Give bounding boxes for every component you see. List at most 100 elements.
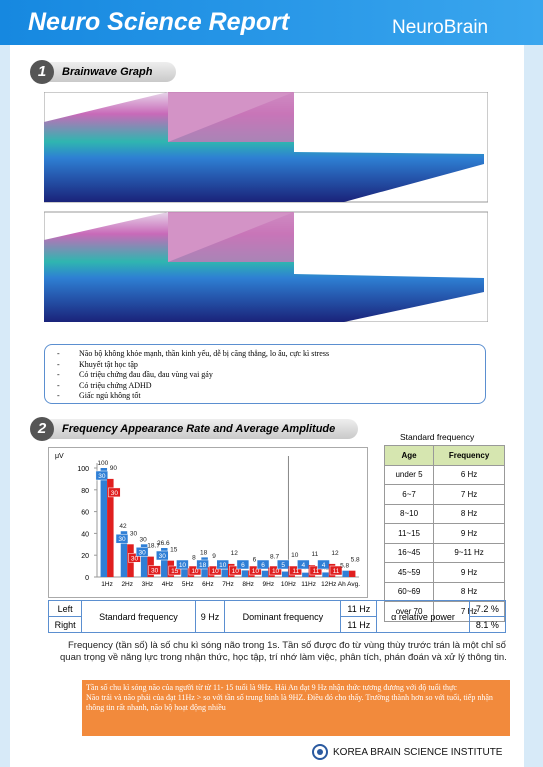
bar bbox=[140, 544, 148, 577]
cell: 45~59 bbox=[383, 562, 435, 583]
table-title: Standard frequency bbox=[400, 432, 475, 442]
value-label: 8.7 bbox=[270, 554, 279, 561]
rate-label: 18 bbox=[199, 562, 207, 569]
symptom: Khuyết tật học tập bbox=[57, 360, 485, 371]
x-tick-label: 8Hz bbox=[242, 581, 254, 588]
rate-label: 4 bbox=[302, 562, 306, 569]
brainwave-graph bbox=[44, 92, 488, 203]
bar bbox=[322, 572, 329, 577]
x-tick-label: 10Hz bbox=[281, 581, 296, 588]
rate-box bbox=[256, 559, 270, 570]
row: 11~15 9 Hz bbox=[383, 523, 505, 544]
bar bbox=[181, 568, 188, 577]
rate-label: 30 bbox=[151, 568, 159, 575]
section-title: Frequency Appearance Rate and Average Am… bbox=[62, 423, 336, 435]
bar bbox=[221, 569, 228, 577]
rate-label: 6 bbox=[241, 562, 245, 569]
cell: 60~69 bbox=[383, 581, 435, 602]
row: 8~10 8 Hz bbox=[383, 503, 505, 524]
value-label: 12 bbox=[231, 550, 239, 557]
section-heading: 1 Brainwave Graph bbox=[30, 60, 176, 84]
value-label: 9 bbox=[212, 553, 216, 560]
cell: 16~45 bbox=[383, 542, 435, 563]
y-tick-label: 60 bbox=[81, 510, 89, 517]
rate-box bbox=[236, 559, 250, 570]
cell: 9 Hz bbox=[194, 600, 226, 633]
rate-label: 10 bbox=[179, 562, 187, 569]
cell: 8.1 % bbox=[468, 616, 507, 633]
header-cell: Age bbox=[383, 445, 435, 466]
cell: Right bbox=[47, 616, 83, 633]
x-tick-label: 6Hz bbox=[202, 581, 214, 588]
rate-box bbox=[196, 559, 209, 570]
rate-label: 15 bbox=[171, 568, 179, 575]
rate-box bbox=[128, 553, 141, 563]
rate-box bbox=[229, 565, 242, 576]
rate-label: 11 bbox=[292, 568, 299, 575]
symptom: Não bộ không khỏe mạnh, thần kinh yếu, d… bbox=[57, 349, 485, 360]
symptom: Có triệu chứng đau đầu, đau vùng vai gáy bbox=[57, 370, 485, 381]
rate-box bbox=[135, 547, 149, 557]
y-tick-label: 20 bbox=[81, 553, 89, 560]
bar bbox=[302, 572, 309, 577]
y-tick-label: 80 bbox=[81, 488, 89, 495]
value-label: 6 bbox=[253, 556, 257, 563]
cell: 7.2 % bbox=[468, 600, 507, 617]
rate-label: 4 bbox=[322, 562, 326, 569]
rate-box bbox=[329, 565, 343, 576]
bar bbox=[241, 570, 249, 577]
footer: KOREA BRAIN SCIENCE INSTITUTE bbox=[333, 747, 503, 758]
cell: Standard frequency bbox=[81, 600, 196, 633]
symptom-list: Não bộ không khỏe mạnh, thần kinh yếu, d… bbox=[45, 349, 485, 402]
symptom-box: Não bộ không khỏe mạnh, thần kinh yếu, d… bbox=[44, 344, 486, 404]
x-tick-label: 2Hz bbox=[121, 581, 133, 588]
x-tick-label: 5Hz bbox=[182, 581, 194, 588]
rate-label: 10 bbox=[211, 568, 219, 575]
value-label: 18.7 bbox=[147, 543, 160, 550]
row: 45~59 9 Hz bbox=[383, 562, 505, 583]
rate-label: 30 bbox=[98, 473, 106, 480]
value-label: 42 bbox=[119, 523, 127, 530]
summary-table: Left Standard frequency 9 Hz Dominant fr… bbox=[47, 600, 507, 633]
x-tick-label: 12Hz bbox=[321, 581, 336, 588]
x-tick-label: Ah Avg. bbox=[338, 581, 360, 588]
value-label: 90 bbox=[110, 465, 118, 472]
value-label: 26.6 bbox=[157, 540, 170, 547]
x-tick-label: 11Hz bbox=[301, 581, 316, 588]
rate-box bbox=[108, 487, 121, 498]
bar bbox=[161, 548, 168, 577]
value-label: 30 bbox=[140, 536, 148, 543]
cell: under 5 bbox=[383, 464, 435, 485]
note-line: Não trái và não phải của đạt 11Hz > so v… bbox=[86, 693, 493, 712]
cell: 9 Hz bbox=[433, 562, 505, 583]
y-axis-label: μV bbox=[55, 453, 64, 460]
header bbox=[0, 0, 543, 45]
value-label: 5.8 bbox=[351, 557, 360, 564]
logo-text: Brain bbox=[443, 17, 489, 38]
rate-label: 30 bbox=[118, 536, 126, 543]
section-title: Brainwave Graph bbox=[62, 66, 153, 78]
value-label: 30 bbox=[130, 530, 138, 537]
value-label: 11 bbox=[311, 551, 318, 558]
rate-label: 30 bbox=[139, 549, 147, 556]
rate-box bbox=[95, 470, 109, 481]
header-row: Age Frequency bbox=[383, 445, 505, 466]
value-label: 10 bbox=[291, 552, 299, 559]
logo-text: Neuro bbox=[392, 17, 444, 38]
rate-label: 30 bbox=[131, 555, 139, 562]
rate-box bbox=[208, 565, 222, 576]
brainwave-images bbox=[44, 92, 488, 322]
cell: 9 Hz bbox=[433, 523, 505, 544]
value-label: 100 bbox=[97, 460, 108, 467]
value-label: 15 bbox=[170, 547, 178, 554]
section-number: 2 bbox=[30, 417, 54, 441]
report-title: Neuro Science Report bbox=[28, 8, 290, 36]
cell: 6~7 bbox=[383, 484, 435, 505]
x-tick-label: 3Hz bbox=[142, 581, 154, 588]
row: 6~7 7 Hz bbox=[383, 484, 505, 505]
rate-box bbox=[289, 565, 302, 576]
cell: 11 Hz bbox=[340, 616, 378, 633]
rate-box bbox=[148, 565, 161, 575]
